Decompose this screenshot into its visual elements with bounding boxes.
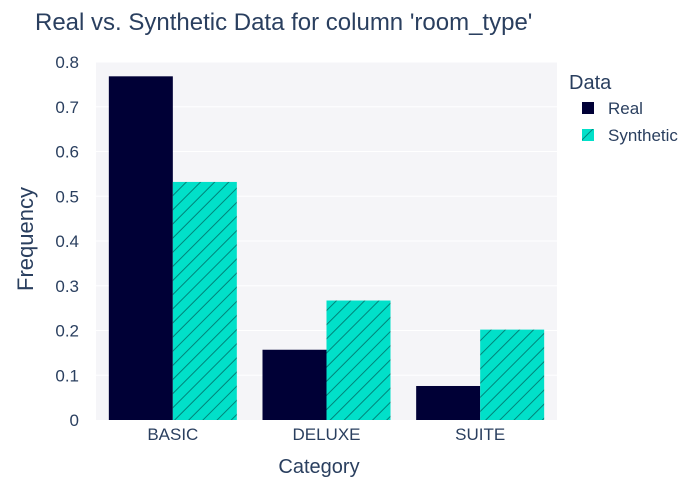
chart-title: Real vs. Synthetic Data for column 'room…: [35, 9, 532, 36]
x-tick-label: DELUXE: [292, 425, 360, 444]
y-tick-label: 0: [70, 411, 79, 430]
x-tick-label: BASIC: [147, 425, 198, 444]
legend-label-real[interactable]: Real: [608, 99, 643, 118]
x-axis-label: Category: [278, 456, 359, 478]
legend-items: Real Synthetic: [582, 99, 678, 145]
y-tick-label: 0.7: [55, 98, 79, 117]
bar-synthetic-suite[interactable]: [480, 329, 545, 420]
x-tick-label: SUITE: [455, 425, 505, 444]
x-tick-labels: BASIC DELUXE SUITE: [147, 425, 505, 444]
legend: Data Real Synthetic: [569, 72, 678, 145]
y-tick-labels: 0 0.1 0.2 0.3 0.4 0.5 0.6 0.7 0.8: [55, 53, 79, 430]
y-tick-label: 0.4: [55, 232, 79, 251]
bar-real-suite[interactable]: [416, 385, 481, 420]
legend-title: Data: [569, 72, 612, 94]
y-tick-label: 0.1: [55, 366, 79, 385]
bar-synthetic-basic[interactable]: [172, 181, 237, 420]
y-tick-label: 0.6: [55, 143, 79, 162]
y-tick-label: 0.5: [55, 187, 79, 206]
bar-real-deluxe[interactable]: [262, 349, 327, 420]
y-tick-label: 0.3: [55, 277, 79, 296]
y-tick-label: 0.2: [55, 322, 79, 341]
y-tick-label: 0.8: [55, 53, 79, 72]
bar-synthetic-deluxe[interactable]: [326, 300, 391, 420]
legend-swatch-real[interactable]: [582, 102, 594, 114]
y-axis-label: Frequency: [13, 187, 38, 291]
legend-swatch-synthetic[interactable]: [582, 129, 594, 141]
legend-label-synthetic[interactable]: Synthetic: [608, 126, 678, 145]
bar-real-basic[interactable]: [108, 76, 173, 420]
bars-layer: [108, 76, 545, 420]
